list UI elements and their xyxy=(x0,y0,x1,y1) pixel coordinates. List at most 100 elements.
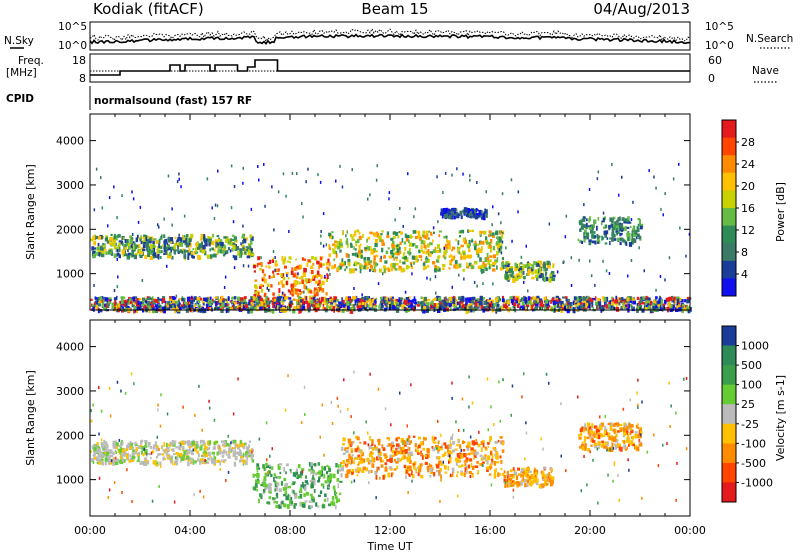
heatmap-cell xyxy=(209,304,212,306)
freq-series-line xyxy=(90,60,690,75)
heatmap-cell xyxy=(518,190,520,193)
heatmap-cell xyxy=(406,297,409,300)
heatmap-cell xyxy=(374,266,376,269)
heatmap-cell xyxy=(351,472,354,475)
heatmap-cell xyxy=(156,308,158,312)
heatmap-cell xyxy=(234,296,237,299)
heatmap-cell xyxy=(621,223,623,227)
heatmap-cell xyxy=(442,264,445,267)
heatmap-cell xyxy=(181,458,184,461)
heatmap-cell xyxy=(99,252,101,257)
heatmap-cell xyxy=(537,263,539,266)
heatmap-cell xyxy=(143,235,146,238)
heatmap-cell xyxy=(516,481,518,483)
heatmap-cell xyxy=(655,289,657,292)
heatmap-cell xyxy=(379,457,382,460)
heatmap-cell xyxy=(264,205,266,208)
heatmap-cell xyxy=(172,300,175,304)
heatmap-cell xyxy=(130,253,133,256)
heatmap-cell xyxy=(326,305,328,309)
heatmap-cell xyxy=(424,455,427,457)
heatmap-cell xyxy=(522,475,525,477)
heatmap-cell xyxy=(207,255,211,259)
heatmap-cell xyxy=(313,305,315,307)
heatmap-cell xyxy=(552,298,555,301)
heatmap-cell xyxy=(94,457,96,460)
freq-label: Freq. xyxy=(18,55,44,67)
heatmap-cell xyxy=(483,457,486,461)
heatmap-cell xyxy=(640,226,643,230)
heatmap-cell xyxy=(514,274,516,277)
heatmap-cell xyxy=(237,297,240,302)
heatmap-cell xyxy=(510,469,513,472)
heatmap-cell xyxy=(474,241,476,244)
heatmap-cell xyxy=(369,269,371,272)
heatmap-cell xyxy=(595,296,597,300)
heatmap-cell xyxy=(387,473,390,478)
heatmap-cell xyxy=(476,208,478,210)
heatmap-cell xyxy=(495,297,498,302)
heatmap-cell xyxy=(586,232,589,237)
heatmap-cell xyxy=(293,472,296,477)
heatmap-cell xyxy=(339,481,342,483)
heatmap-cell xyxy=(339,250,341,253)
heatmap-cell xyxy=(117,285,119,288)
heatmap-cell xyxy=(460,211,463,216)
heatmap-cell xyxy=(586,218,588,221)
heatmap-cell xyxy=(281,501,283,505)
heatmap-cell xyxy=(322,484,324,486)
heatmap-cell xyxy=(567,305,569,309)
heatmap-cell xyxy=(341,262,344,264)
heatmap-cell xyxy=(295,289,298,292)
heatmap-cell xyxy=(453,264,456,268)
heatmap-cell xyxy=(153,303,156,305)
heatmap-cell xyxy=(357,437,360,441)
heatmap-cell xyxy=(478,444,481,447)
heatmap-cell xyxy=(457,302,459,306)
heatmap-cell xyxy=(266,501,270,504)
heatmap-cell xyxy=(215,243,217,248)
heatmap-cell xyxy=(444,256,446,259)
heatmap-cell xyxy=(346,230,348,233)
heatmap-cell xyxy=(226,238,228,242)
heatmap-cell xyxy=(489,242,491,246)
heatmap-cell xyxy=(421,301,424,306)
heatmap-cell xyxy=(264,299,266,303)
heatmap-cell xyxy=(342,460,345,464)
heatmap-cell xyxy=(140,462,142,465)
heatmap-cell xyxy=(310,301,313,304)
heatmap-cell xyxy=(480,268,482,272)
heatmap-cell xyxy=(263,163,265,166)
heatmap-cell xyxy=(374,243,377,247)
heatmap-cell xyxy=(333,474,336,479)
heatmap-cell xyxy=(231,297,234,300)
heatmap-cell xyxy=(142,249,145,252)
heatmap-cell xyxy=(609,241,611,245)
heatmap-cell xyxy=(335,245,337,249)
heatmap-cell xyxy=(265,463,268,467)
heatmap-cell xyxy=(463,255,466,260)
heatmap-cell xyxy=(258,499,260,504)
nave-tick-bottom: 0 xyxy=(708,72,715,85)
heatmap-cell xyxy=(320,181,322,184)
heatmap-cell xyxy=(291,501,293,504)
heatmap-cell xyxy=(263,489,266,493)
heatmap-cell xyxy=(547,261,550,265)
heatmap-cell xyxy=(514,296,516,301)
heatmap-cell xyxy=(240,440,242,444)
heatmap-cell xyxy=(409,302,411,305)
heatmap-cell xyxy=(236,246,239,250)
heatmap-cell xyxy=(579,437,582,440)
heatmap-cell xyxy=(141,440,144,442)
heatmap-cell xyxy=(344,447,346,451)
heatmap-cell xyxy=(231,301,234,303)
heatmap-cell xyxy=(201,234,204,239)
heatmap-cell xyxy=(653,176,655,179)
heatmap-cell xyxy=(223,236,226,239)
heatmap-cell xyxy=(184,249,186,253)
heatmap-cell xyxy=(674,297,676,299)
heatmap-cell xyxy=(526,484,528,487)
heatmap-cell xyxy=(239,449,241,452)
heatmap-cell xyxy=(457,453,459,457)
heatmap-cell xyxy=(251,248,253,251)
